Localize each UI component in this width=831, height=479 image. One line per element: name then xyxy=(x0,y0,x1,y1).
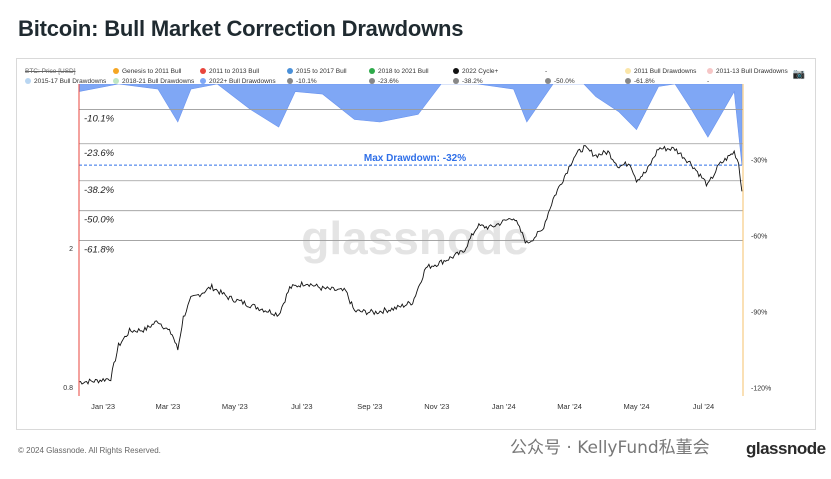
legend-swatch-icon xyxy=(113,68,119,74)
legend-label: 2015 to 2017 Bull xyxy=(296,68,347,75)
legend-item[interactable]: -23.6% xyxy=(369,78,399,85)
legend-label: -61.8% xyxy=(634,78,655,85)
legend-item[interactable]: -10.1% xyxy=(287,78,317,85)
legend-item[interactable]: 2018-21 Bull Drawdowns xyxy=(113,78,194,85)
legend-label: -10.1% xyxy=(296,78,317,85)
legend-swatch-icon xyxy=(453,78,459,84)
legend-label: Genesis to 2011 Bull xyxy=(122,68,182,75)
legend-item[interactable]: - xyxy=(707,78,709,85)
legend-label: 2022+ Bull Drawdowns xyxy=(209,78,276,85)
legend-label: 2022 Cycle+ xyxy=(462,68,499,75)
legend-item[interactable]: Genesis to 2011 Bull xyxy=(113,68,182,75)
legend-swatch-icon xyxy=(287,68,293,74)
legend-item[interactable]: 2022 Cycle+ xyxy=(453,68,498,75)
wechat-watermark: 公众号 · KellyFund私董会 xyxy=(510,438,710,458)
legend-label: -23.6% xyxy=(378,78,399,85)
legend-item[interactable]: 2011 Bull Drawdowns xyxy=(625,68,696,75)
legend-swatch-icon xyxy=(25,78,31,84)
legend-item[interactable]: 2015 to 2017 Bull xyxy=(287,68,347,75)
legend-label: 2011-13 Bull Drawdowns xyxy=(716,68,788,75)
legend-label: 2018 to 2021 Bull xyxy=(378,68,429,75)
camera-icon[interactable]: 📷 xyxy=(792,69,805,80)
legend-swatch-icon xyxy=(369,78,375,84)
legend-item[interactable]: -38.2% xyxy=(453,78,483,85)
legend-item[interactable]: BTC: Price [USD] xyxy=(25,68,76,75)
legend-swatch-icon xyxy=(369,68,375,74)
legend-swatch-icon xyxy=(200,78,206,84)
legend-swatch-icon xyxy=(707,68,713,74)
legend-label: 2011 Bull Drawdowns xyxy=(634,68,697,75)
legend-item[interactable]: -50.0% xyxy=(545,78,575,85)
legend-swatch-icon xyxy=(200,68,206,74)
legend-item[interactable]: 2022+ Bull Drawdowns xyxy=(200,78,276,85)
legend-item[interactable]: 2011 to 2013 Bull xyxy=(200,68,259,75)
legend-label: 2015-17 Bull Drawdowns xyxy=(34,78,107,85)
legend-label: 2018-21 Bull Drawdowns xyxy=(122,78,195,85)
legend-swatch-icon xyxy=(625,68,631,74)
page-title: Bitcoin: Bull Market Correction Drawdown… xyxy=(18,16,464,41)
legend-swatch-icon xyxy=(287,78,293,84)
legend-label: BTC: Price [USD] xyxy=(25,68,76,75)
legend-item[interactable]: 2011-13 Bull Drawdowns xyxy=(707,68,788,75)
legend-item[interactable]: - xyxy=(545,68,547,75)
legend-label: 2011 to 2013 Bull xyxy=(209,68,260,75)
legend-swatch-icon xyxy=(545,78,551,84)
chart-panel: BTC: Price [USD] Genesis to 2011 Bull 2011… xyxy=(16,58,816,430)
legend-label: -50.0% xyxy=(554,78,575,85)
legend-swatch-icon xyxy=(113,78,119,84)
legend-item[interactable]: -61.8% xyxy=(625,78,655,85)
legend-swatch-icon xyxy=(453,68,459,74)
legend-label: -38.2% xyxy=(462,78,483,85)
legend-label: - xyxy=(545,68,548,75)
brand-logo: glassnode xyxy=(746,439,826,458)
legend-label: - xyxy=(707,78,710,85)
legend-item[interactable]: 2015-17 Bull Drawdowns xyxy=(25,78,106,85)
copyright-text: © 2024 Glassnode. All Rights Reserved. xyxy=(18,446,161,455)
legend-item[interactable]: 2018 to 2021 Bull xyxy=(369,68,429,75)
legend-swatch-icon xyxy=(625,78,631,84)
